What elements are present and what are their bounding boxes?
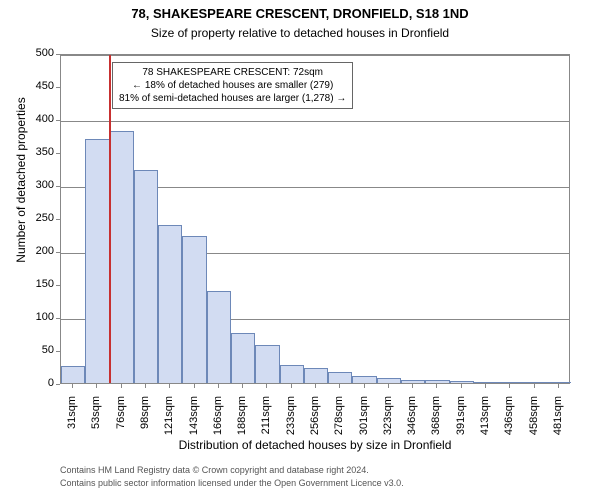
x-tick-mark (242, 384, 243, 388)
chart-subtitle: Size of property relative to detached ho… (0, 26, 600, 40)
x-tick-mark (169, 384, 170, 388)
footer-line2: Contains public sector information licen… (60, 478, 404, 488)
y-tick-label: 150 (36, 278, 54, 290)
x-tick-mark (218, 384, 219, 388)
x-tick-mark (291, 384, 292, 388)
histogram-bar (255, 345, 279, 383)
annotation-line1: 78 SHAKESPEARE CRESCENT: 72sqm (119, 66, 346, 79)
y-tick-mark (56, 252, 60, 253)
annotation-box: 78 SHAKESPEARE CRESCENT: 72sqm ← 18% of … (112, 62, 353, 109)
histogram-bar (158, 225, 182, 383)
histogram-bar (134, 170, 158, 383)
y-tick-label: 250 (36, 212, 54, 224)
histogram-bar (474, 382, 498, 383)
histogram-bar (85, 139, 109, 383)
y-tick-mark (56, 120, 60, 121)
histogram-bar (207, 291, 231, 383)
y-tick-mark (56, 186, 60, 187)
x-tick-mark (364, 384, 365, 388)
histogram-bar (352, 376, 376, 383)
x-tick-mark (266, 384, 267, 388)
histogram-bar (547, 382, 571, 383)
y-tick-mark (56, 153, 60, 154)
x-tick-mark (509, 384, 510, 388)
grid-line (61, 55, 569, 56)
x-tick-mark (485, 384, 486, 388)
footer-line1: Contains HM Land Registry data © Crown c… (60, 465, 369, 475)
histogram-bar (328, 372, 352, 383)
y-tick-mark (56, 318, 60, 319)
histogram-bar (425, 380, 449, 383)
y-tick-label: 300 (36, 179, 54, 191)
chart-container: 78, SHAKESPEARE CRESCENT, DRONFIELD, S18… (0, 0, 600, 500)
x-tick-mark (72, 384, 73, 388)
y-tick-label: 500 (36, 47, 54, 59)
y-tick-mark (56, 285, 60, 286)
y-tick-label: 200 (36, 245, 54, 257)
x-tick-mark (194, 384, 195, 388)
annotation-line2: ← 18% of detached houses are smaller (27… (119, 79, 346, 92)
y-tick-label: 400 (36, 113, 54, 125)
histogram-bar (110, 131, 134, 383)
y-tick-label: 100 (36, 311, 54, 323)
chart-title: 78, SHAKESPEARE CRESCENT, DRONFIELD, S18… (0, 6, 600, 21)
y-tick-label: 0 (48, 377, 54, 389)
histogram-bar (450, 381, 474, 383)
y-tick-mark (56, 87, 60, 88)
histogram-bar (498, 382, 522, 383)
x-tick-mark (558, 384, 559, 388)
x-tick-mark (436, 384, 437, 388)
y-axis-label: Number of detached properties (14, 30, 28, 330)
x-tick-mark (388, 384, 389, 388)
histogram-bar (280, 365, 304, 383)
x-tick-mark (461, 384, 462, 388)
y-tick-mark (56, 384, 60, 385)
y-tick-label: 450 (36, 80, 54, 92)
y-tick-mark (56, 54, 60, 55)
histogram-bar (61, 366, 85, 383)
histogram-bar (401, 380, 425, 383)
property-marker-line (109, 55, 111, 383)
grid-line (61, 121, 569, 122)
y-tick-mark (56, 219, 60, 220)
histogram-bar (304, 368, 328, 383)
histogram-bar (231, 333, 255, 383)
x-tick-mark (315, 384, 316, 388)
annotation-line3: 81% of semi-detached houses are larger (… (119, 92, 346, 105)
x-tick-mark (339, 384, 340, 388)
histogram-bar (182, 236, 206, 383)
y-tick-mark (56, 351, 60, 352)
y-tick-label: 50 (42, 344, 54, 356)
x-axis-label: Distribution of detached houses by size … (60, 438, 570, 452)
histogram-bar (377, 378, 401, 383)
x-tick-mark (534, 384, 535, 388)
x-tick-mark (96, 384, 97, 388)
y-tick-label: 350 (36, 146, 54, 158)
x-tick-mark (145, 384, 146, 388)
x-tick-mark (121, 384, 122, 388)
x-tick-mark (412, 384, 413, 388)
histogram-bar (522, 382, 546, 383)
